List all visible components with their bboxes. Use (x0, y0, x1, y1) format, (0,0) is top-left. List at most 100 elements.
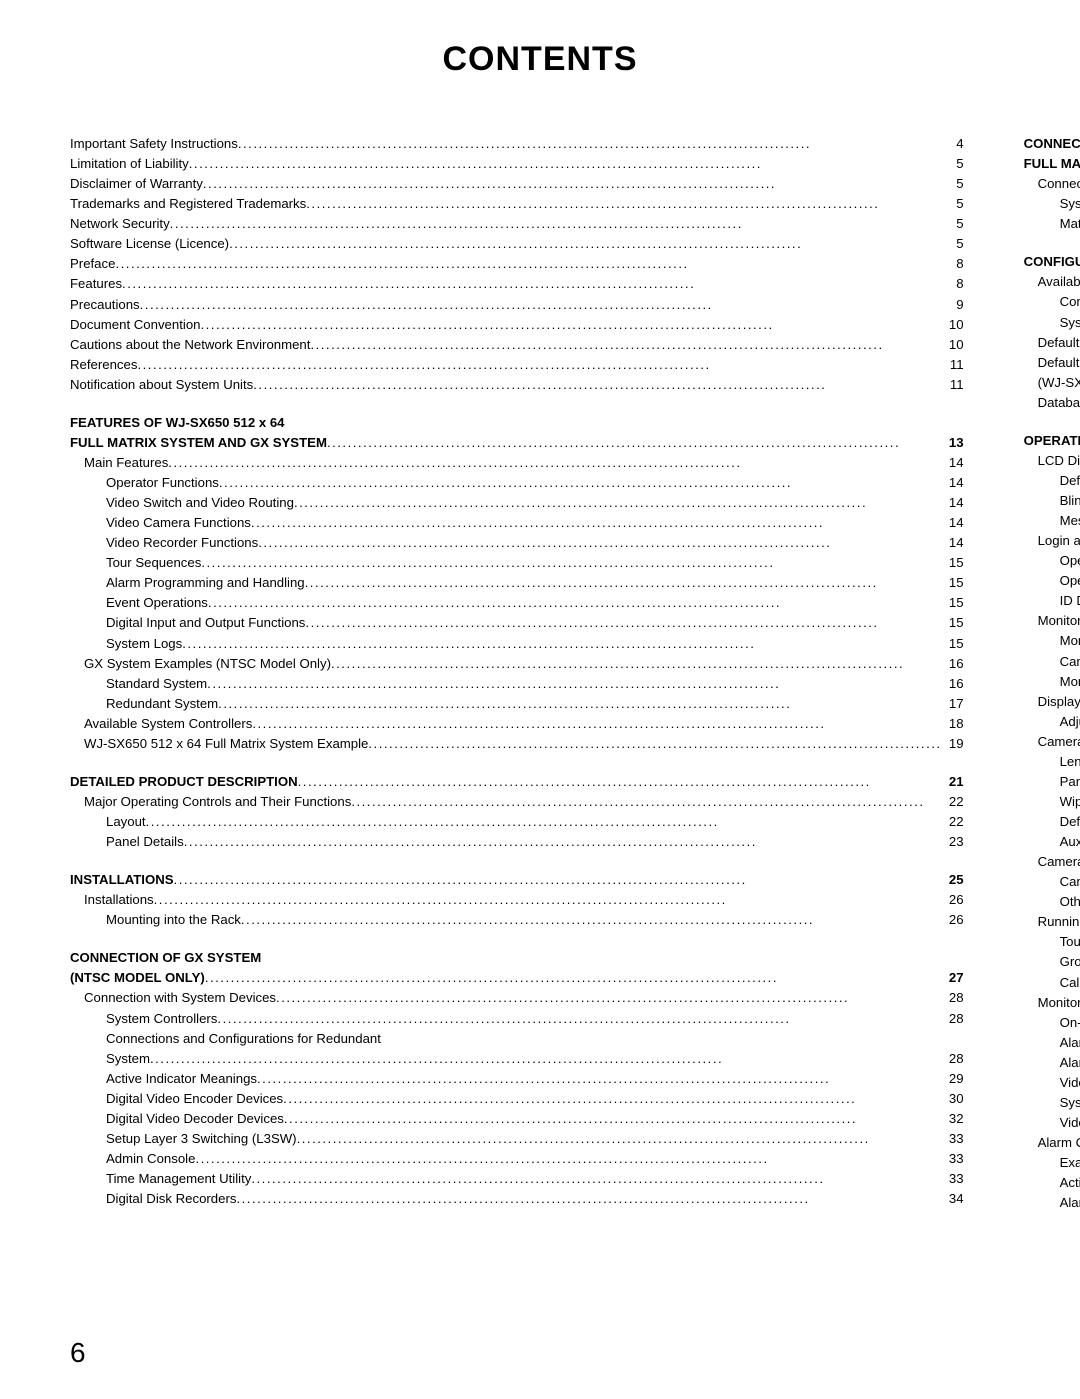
toc-entry: Digital Disk Recorders 34 (70, 1189, 964, 1209)
toc-entry-page: 33 (942, 1129, 964, 1149)
toc-leader-dots (115, 254, 941, 274)
toc-entry-page: 22 (942, 812, 964, 832)
toc-entry-page: 4 (942, 134, 964, 154)
toc-leader-dots (217, 1009, 941, 1029)
toc-entry-label: Panel Details (106, 832, 184, 852)
toc-entry: Default SYS.INI Contents 43 (1024, 333, 1080, 353)
toc-entry: Admin Console 33 (70, 1149, 964, 1169)
toc-entry-label: Time Management Utility (106, 1169, 251, 1189)
toc-entry: Group Sequence 62 (1024, 952, 1080, 972)
toc-entry-label: Pan/Tilt Control (1060, 772, 1080, 792)
toc-entry-label: Software License (Licence) (70, 234, 229, 254)
toc-leader-dots (306, 194, 941, 214)
toc-entry-page: 23 (942, 832, 964, 852)
toc-leader-dots (200, 315, 941, 335)
toc-entry: Network Security 5 (70, 214, 964, 234)
toc-leader-dots (284, 1109, 942, 1129)
toc-entry: INSTALLATIONS 25 (70, 870, 964, 890)
toc-entry-page: 11 (942, 355, 964, 375)
toc-leader-dots (331, 654, 942, 674)
toc-entry-page: 5 (942, 194, 964, 214)
toc-entry-label: Alarm History Table (1060, 1033, 1080, 1053)
toc-entry-label: Tour Sequences (106, 553, 201, 573)
toc-entry-label: Installations (84, 890, 154, 910)
toc-entry-label: Network Security (70, 214, 170, 234)
toc-entry-page: 5 (942, 214, 964, 234)
toc-entry-label: Default Status (LCD Display After Login) (1060, 471, 1080, 491)
toc-entry-label: System Controllers (106, 1009, 217, 1029)
toc-leader-dots (283, 1089, 941, 1109)
toc-entry-label: (WJ-SX650 512 x 64 Full Matrix System) (1038, 373, 1080, 393)
toc-leader-dots (219, 473, 942, 493)
toc-entry-label: Alarm Programming and Handling (106, 573, 305, 593)
toc-entry-label: Messages Displayed on the LCD (1060, 511, 1080, 531)
toc-entry: Defroster Control 60 (1024, 812, 1080, 832)
toc-entry: DETAILED PRODUCT DESCRIPTION 21 (70, 772, 964, 792)
toc-leader-dots (122, 274, 942, 294)
toc-entry: Tour Sequences 15 (70, 553, 964, 573)
toc-entry-page: 15 (942, 634, 964, 654)
toc-entry-label: WJ-SX650 512 x 64 Full Matrix System Exa… (84, 734, 368, 754)
toc-entry: System Controllers 36 (1024, 194, 1080, 214)
toc-entry-label: Cautions about the Network Environment (70, 335, 310, 355)
toc-entry: On-Screen Display Control 63 (1024, 1013, 1080, 1033)
toc-entry-label: Disclaimer of Warranty (70, 174, 203, 194)
toc-entry-label: Standard System (106, 674, 207, 694)
toc-entry-label: References (70, 355, 137, 375)
toc-entry: CONFIGURATION DETAILS 41 (1024, 252, 1080, 272)
toc-entry-label: System Status Table (1060, 1093, 1080, 1113)
page-title: CONTENTS (70, 40, 1010, 79)
toc-entry: Alarm Control 64 (1024, 1133, 1080, 1153)
toc-entry-label: Features (70, 274, 122, 294)
toc-entry: Tour Sequence 62 (1024, 932, 1080, 952)
toc-entry-page: 9 (942, 295, 964, 315)
toc-leader-dots (327, 433, 942, 453)
toc-entry-continuation: Example of Alarm Input and Resulting Ala… (1024, 1153, 1080, 1173)
toc-entry-label: Operator Functions (106, 473, 219, 493)
toc-entry-label: Tour Sequence (1060, 932, 1080, 952)
toc-entry: Setup Layer 3 Switching (L3SW) 33 (70, 1129, 964, 1149)
toc-entry-label: Video Loss History Table (1060, 1113, 1080, 1133)
toc-entry: System Logs 15 (70, 634, 964, 654)
toc-entry-label: Active Indicator Meanings (106, 1069, 257, 1089)
toc-entry: Operation End (Logout) 55 (1024, 571, 1080, 591)
toc-entry: Preface 8 (70, 254, 964, 274)
toc-entry: Pan/Tilt Control 58 (1024, 772, 1080, 792)
toc-section-heading: CONNECTION OF WJ-SX650 512 x 64 (1024, 134, 1080, 154)
toc-leader-dots (368, 734, 941, 754)
toc-entry: FULL MATRIX SYSTEM 35 (1024, 154, 1080, 174)
toc-entry: System Database 42 (1024, 313, 1080, 333)
toc-entry-label: Group Sequence (1060, 952, 1080, 972)
toc-entry-page: 10 (942, 315, 964, 335)
toc-entry: OPERATING PROCEDURES (with WV-CU950) 53 (1024, 431, 1080, 451)
toc-entry: FULL MATRIX SYSTEM AND GX SYSTEM 13 (70, 433, 964, 453)
toc-entry: Alarm Programming and Handling 15 (70, 573, 964, 593)
toc-entry: Video Recorder Functions 14 (70, 533, 964, 553)
toc-entry-page: 29 (942, 1069, 964, 1089)
toc-entry-label: Video Recorder Functions (106, 533, 258, 553)
toc-entry-page: 21 (942, 772, 964, 792)
toc-entry-page: 15 (942, 593, 964, 613)
toc-column-left: Important Safety Instructions 4Limitatio… (70, 134, 964, 1213)
toc-entry: Redundant System 17 (70, 694, 964, 714)
toc-leader-dots (294, 493, 942, 513)
toc-leader-dots (168, 453, 941, 473)
toc-entry-label: Operation Start (Login) (1060, 551, 1080, 571)
toc-entry: Software License (Licence) 5 (70, 234, 964, 254)
toc-entry: Event Operations 15 (70, 593, 964, 613)
toc-entry-label: CONFIGURATION DETAILS (1024, 252, 1080, 272)
toc-entry: Precautions 9 (70, 295, 964, 315)
toc-entry-label: Activation (1060, 1173, 1080, 1193)
toc-entry-label: Digital Input and Output Functions (106, 613, 305, 633)
toc-entry: Adjustment of LCD Display and Buzzer 57 (1024, 712, 1080, 732)
toc-entry-label: OPERATING PROCEDURES (with WV-CU950) (1024, 431, 1080, 451)
toc-entry-label: Important Safety Instructions (70, 134, 238, 154)
toc-entry-page: 5 (942, 174, 964, 194)
toc-entry: Main Features 14 (70, 453, 964, 473)
toc-leader-dots (252, 714, 941, 734)
toc-entry: Document Convention 10 (70, 315, 964, 335)
toc-entry: Digital Input and Output Functions 15 (70, 613, 964, 633)
toc-entry-page: 13 (942, 433, 964, 453)
toc-entry: Available System Controllers 18 (70, 714, 964, 734)
toc-entry-label: Digital Video Decoder Devices (106, 1109, 284, 1129)
